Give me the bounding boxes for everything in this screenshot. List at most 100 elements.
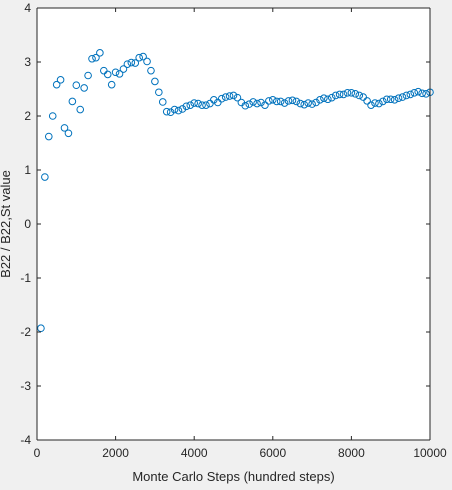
data-point [198,101,206,109]
data-point [166,108,175,117]
data-point [68,97,77,106]
data-point [261,101,269,109]
data-point [347,88,356,97]
data-point [398,93,407,101]
data-point [170,105,179,114]
data-point [359,93,367,101]
data-point [245,100,254,108]
data-point [210,96,218,104]
data-point [320,94,328,102]
y-tick-label: 3 [24,55,31,69]
data-point [131,59,140,67]
data-point [382,95,391,104]
data-point [253,99,261,108]
data-point [272,97,281,106]
y-tick-label: 1 [24,163,31,177]
data-point [418,89,426,98]
data-point [229,91,238,100]
x-tick-label: 8000 [338,446,365,460]
data-point [296,99,305,108]
plot-area [37,8,430,440]
data-point [178,105,187,113]
data-point [80,84,88,92]
data-point [139,52,147,61]
data-point [44,132,53,141]
data-point [225,92,234,100]
data-point [335,90,344,99]
data-point [186,101,195,109]
data-point [351,90,360,98]
x-axis-label: Monte Carlo Steps (hundred steps) [132,469,334,484]
y-axis-ticks: -4 -3 -2 -1 0 1 2 3 4 [20,1,430,447]
y-axis-label: B22 / B22,St value [0,170,13,278]
data-point [155,88,163,97]
data-point [52,80,61,89]
data-point [343,88,352,97]
data-point [304,99,312,107]
data-point [158,98,167,106]
data-point [249,98,257,106]
y-tick-label: -2 [20,325,31,339]
data-point [300,100,309,109]
data-point [339,90,348,99]
data-point [84,71,92,80]
data-point [386,95,395,104]
data-point [257,98,265,107]
y-tick-label: -3 [20,379,31,393]
data-point [76,105,85,114]
data-point [107,80,116,89]
data-point [151,77,159,86]
data-point [241,101,250,110]
data-point [308,100,316,108]
data-point [190,99,198,107]
data-point [162,107,171,116]
y-tick-label: -1 [20,271,31,285]
data-point [324,95,332,104]
data-point [410,88,419,97]
data-point [100,66,108,75]
data-point [292,97,301,106]
data-point [221,93,230,101]
data-point [375,99,383,108]
x-axis-ticks: 0 2000 4000 6000 8000 10000 [34,8,447,460]
x-tick-label: 10000 [413,446,447,460]
x-tick-label: 2000 [102,446,129,460]
data-point [394,94,403,102]
data-point [355,91,364,100]
data-point [276,97,285,106]
data-point [269,96,277,104]
data-point [60,124,69,132]
data-point [312,98,320,107]
data-point [390,96,399,104]
x-tick-label: 6000 [259,446,286,460]
data-point [111,68,120,77]
data-point [327,93,336,102]
data-point [213,98,222,107]
x-tick-label: 4000 [181,446,208,460]
data-point [363,97,371,105]
data-point [56,76,65,84]
data-point [64,129,73,138]
data-point [288,96,297,105]
data-point [127,58,136,67]
data-point [115,70,124,78]
data-point [147,66,155,75]
data-point [96,49,104,57]
data-point [143,57,151,66]
data-point [406,90,415,99]
data-point [103,70,112,79]
y-tick-label: 4 [24,1,31,15]
data-point [422,90,430,98]
data-point [194,99,202,108]
data-points [37,49,434,333]
data-point [379,97,387,106]
data-point [202,101,210,109]
data-point [402,91,411,100]
y-tick-label: 0 [24,217,31,231]
y-tick-label: 2 [24,109,31,123]
data-point [371,99,379,107]
data-point [206,99,214,108]
data-point [41,173,49,181]
